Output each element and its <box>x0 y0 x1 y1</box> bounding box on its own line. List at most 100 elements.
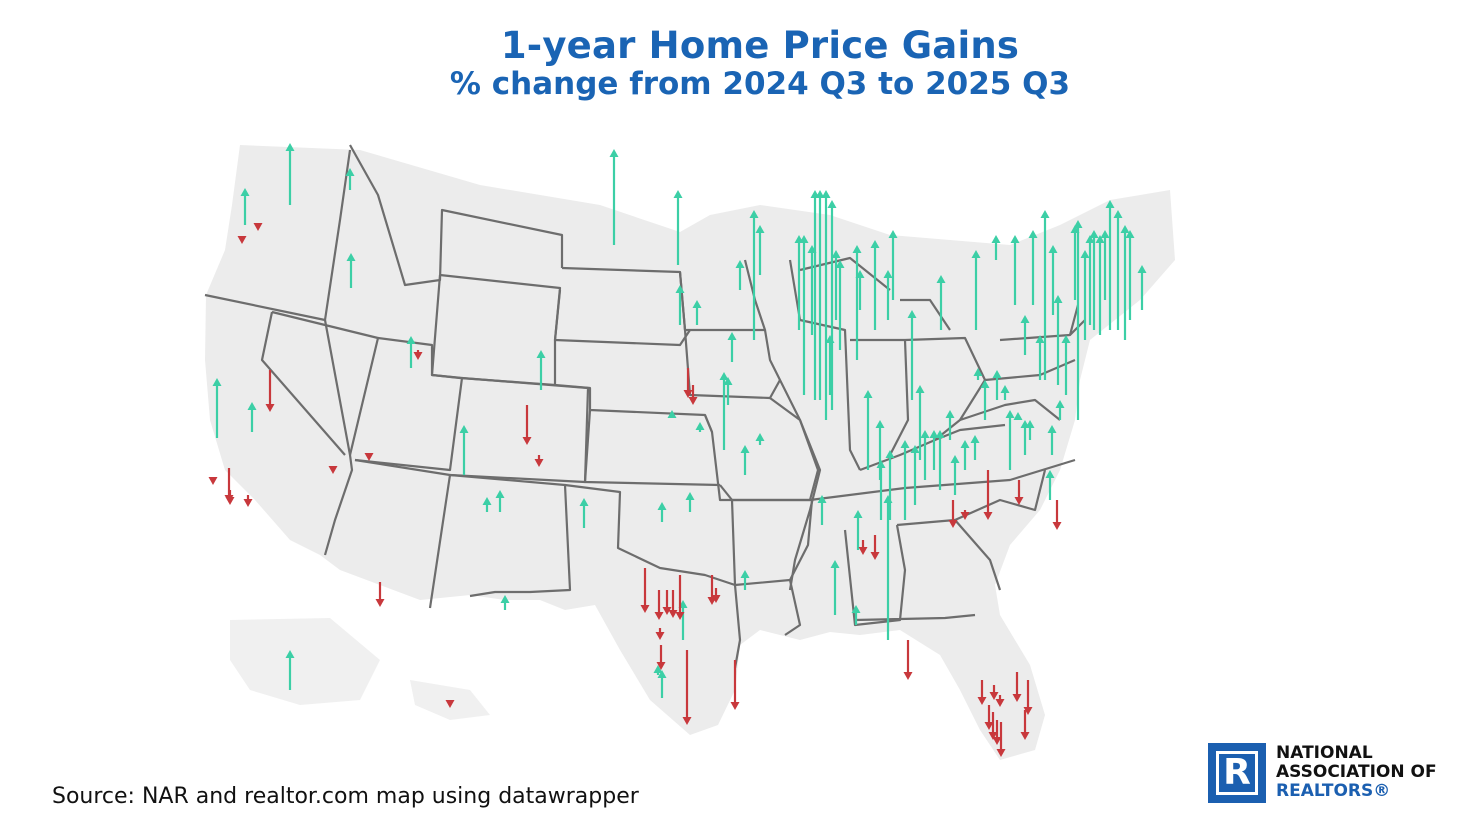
gain-arrow-head <box>1045 470 1055 478</box>
loss-arrow <box>237 236 247 244</box>
gain-arrow-head <box>876 460 886 468</box>
gain-arrow-head <box>920 430 930 438</box>
gain-arrow <box>1045 470 1055 500</box>
gain-arrow <box>735 260 745 290</box>
gain-arrow-head <box>936 275 946 283</box>
gain-arrow <box>960 440 970 470</box>
gain-arrow <box>345 168 355 190</box>
gain-arrow-head <box>827 200 837 208</box>
gain-arrow <box>1080 250 1090 340</box>
gain-arrow-head <box>1028 230 1038 238</box>
gain-arrow <box>945 410 955 440</box>
gain-arrow-head <box>875 420 885 428</box>
loss-arrow <box>682 650 692 725</box>
gain-arrow <box>285 143 295 205</box>
loss-arrow <box>1020 710 1030 740</box>
gain-arrow <box>935 430 945 490</box>
loss-arrow-head <box>640 605 650 613</box>
gain-arrow <box>482 497 492 512</box>
loss-arrow <box>996 722 1006 757</box>
border-colorado <box>449 376 590 484</box>
gain-arrow-head <box>657 502 667 510</box>
loss-arrow-head <box>989 692 999 700</box>
loss-arrow-head <box>668 610 678 618</box>
gain-arrow-head <box>1100 230 1110 238</box>
border-arizona-nm <box>354 458 572 609</box>
gain-arrow <box>1089 230 1099 330</box>
loss-arrow-head <box>675 612 685 620</box>
gain-arrow <box>876 460 886 520</box>
gain-arrow <box>723 377 733 405</box>
gain-arrow-head <box>685 492 695 500</box>
gain-arrow-head <box>755 433 765 441</box>
border-texas-east <box>733 584 742 669</box>
loss-arrow-head <box>711 595 721 603</box>
gain-arrow <box>1005 410 1015 470</box>
gain-arrow <box>406 336 416 368</box>
loss-arrow-head <box>992 737 1002 745</box>
gain-arrow-head <box>740 445 750 453</box>
gain-arrow-head <box>973 368 983 376</box>
loss-arrow-head <box>688 397 698 405</box>
gain-arrow <box>929 430 939 470</box>
realtor-r-icon: R <box>1208 743 1266 803</box>
border-utah <box>354 336 464 472</box>
gain-arrow <box>936 275 946 330</box>
loss-arrow <box>413 350 423 360</box>
loss-arrow-head <box>328 466 338 474</box>
gain-arrow-head <box>719 372 729 380</box>
gain-arrow-head <box>1120 225 1130 233</box>
gain-arrow <box>1048 245 1058 315</box>
gain-arrow-head <box>1113 210 1123 218</box>
gain-arrow-head <box>907 310 917 318</box>
logo-line-1: NATIONAL <box>1276 743 1373 763</box>
gain-arrow-head <box>675 285 685 293</box>
gain-arrow-head <box>825 335 835 343</box>
loss-arrow-head <box>977 697 987 705</box>
gain-arrow-head <box>1073 220 1083 228</box>
gain-arrow <box>1035 335 1045 380</box>
gain-arrow <box>910 445 920 505</box>
gain-arrow <box>755 433 765 445</box>
gain-arrow-head <box>735 260 745 268</box>
loss-arrow-head <box>375 599 385 607</box>
gain-arrow <box>667 410 677 418</box>
gain-arrow <box>673 190 683 265</box>
gain-arrow <box>459 425 469 475</box>
gain-arrow <box>920 430 930 480</box>
loss-arrow <box>977 680 987 705</box>
gain-arrow <box>900 440 910 520</box>
loss-arrow <box>1014 480 1024 505</box>
loss-arrow-head <box>988 732 998 740</box>
gain-arrow <box>821 190 831 420</box>
loss-arrow <box>858 540 868 555</box>
state-borders <box>204 144 1086 669</box>
loss-arrow-head <box>243 499 253 507</box>
gain-arrow-head <box>1025 420 1035 428</box>
border-arkansas-louisiana <box>732 498 814 636</box>
gain-arrow-head <box>579 498 589 506</box>
gain-arrow-head <box>346 253 356 261</box>
gain-arrow <box>825 335 835 395</box>
loss-arrow-head <box>662 607 672 615</box>
gain-arrow <box>815 190 825 400</box>
gain-arrow-head <box>692 300 702 308</box>
loss-arrow-head <box>364 453 374 461</box>
gain-arrow <box>991 235 1001 260</box>
loss-arrow-head <box>522 437 532 445</box>
loss-arrow-head <box>1014 497 1024 505</box>
loss-arrow-head <box>654 612 664 620</box>
loss-arrow <box>675 575 685 620</box>
logo-line-3: REALTORS® <box>1276 781 1391 801</box>
gain-arrow <box>870 240 880 330</box>
loss-arrow <box>328 466 338 474</box>
gain-arrow-head <box>667 410 677 418</box>
gain-arrow <box>1105 200 1115 330</box>
gain-arrow <box>740 445 750 475</box>
gain-arrow-head <box>1035 335 1045 343</box>
gain-arrow-head <box>935 430 945 438</box>
gain-arrow <box>536 350 546 390</box>
gain-arrow <box>1010 235 1020 305</box>
gain-arrow-head <box>1005 410 1015 418</box>
loss-arrow <box>984 705 994 730</box>
